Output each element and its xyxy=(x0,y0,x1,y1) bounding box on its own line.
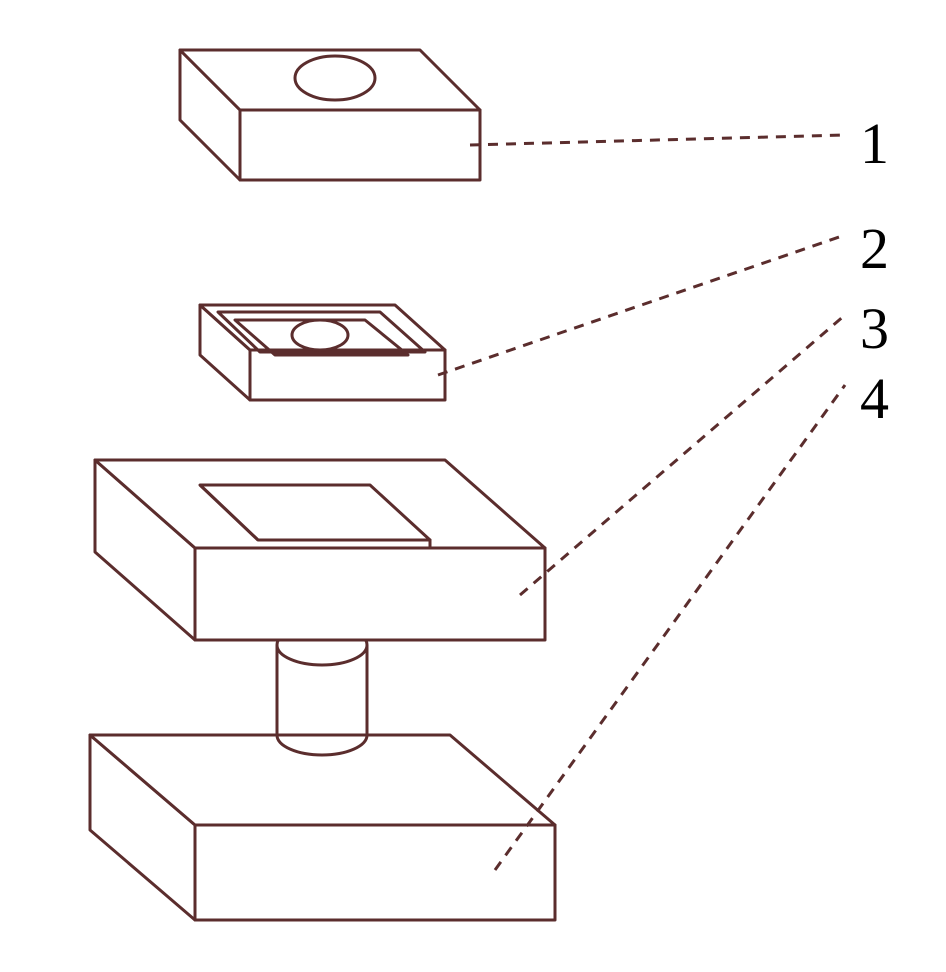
label-4: 4 xyxy=(860,365,889,432)
label-3: 3 xyxy=(860,295,889,362)
label-1: 1 xyxy=(860,110,889,177)
label-2: 2 xyxy=(860,215,889,282)
exploded-diagram xyxy=(0,0,946,972)
